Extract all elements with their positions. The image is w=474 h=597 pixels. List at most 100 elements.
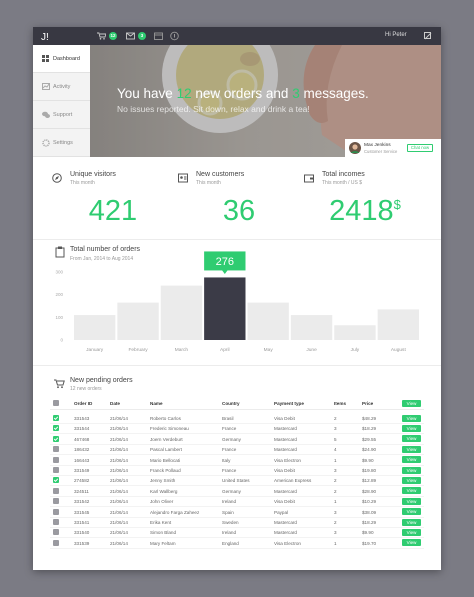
table-cell: France bbox=[222, 426, 237, 432]
view-button[interactable]: View bbox=[402, 466, 421, 474]
greeting[interactable]: Hi Peter bbox=[385, 32, 407, 38]
y-tick-label: 300 bbox=[55, 270, 63, 275]
stat-icon bbox=[178, 173, 188, 183]
table-cell: 21/06/14 bbox=[110, 416, 128, 421]
check-mark bbox=[53, 437, 59, 441]
stats-row: Unique visitors This month 421 New customer… bbox=[33, 157, 441, 239]
check-path bbox=[53, 416, 59, 420]
table-cell: Mario Bellocati bbox=[150, 457, 181, 463]
sidebar-icon bbox=[42, 55, 49, 62]
view-button[interactable]: View bbox=[402, 518, 421, 526]
sidebar-item[interactable]: Activity bbox=[33, 73, 90, 101]
checkbox[interactable] bbox=[53, 415, 59, 421]
hero-heading: You have 12 new orders and 3 messages. bbox=[117, 86, 369, 101]
view-button[interactable]: View bbox=[402, 539, 421, 547]
table-cell: 331540 bbox=[74, 530, 90, 536]
view-button[interactable]: View bbox=[402, 456, 421, 464]
table-cell: France bbox=[222, 468, 237, 473]
view-button[interactable]: View bbox=[402, 476, 421, 484]
view-button[interactable]: View bbox=[402, 399, 421, 407]
view-button[interactable]: View bbox=[402, 424, 421, 432]
checkbox[interactable] bbox=[53, 456, 59, 463]
check-mark bbox=[53, 426, 59, 431]
table-cell: Paypal bbox=[274, 509, 289, 515]
view-button[interactable]: View bbox=[402, 497, 421, 505]
stat-number: 421 bbox=[88, 195, 138, 227]
table-cell: 2 bbox=[334, 478, 337, 484]
table-cell: Italy bbox=[222, 457, 231, 463]
table-cell: Visa Debit bbox=[274, 468, 295, 473]
info-icon[interactable] bbox=[170, 31, 179, 41]
row-rule bbox=[50, 506, 424, 508]
checkbox[interactable] bbox=[53, 435, 59, 442]
row-rule bbox=[50, 485, 424, 487]
row-rule bbox=[50, 547, 424, 549]
view-button[interactable]: View bbox=[402, 528, 421, 536]
checkbox[interactable] bbox=[53, 508, 59, 515]
sidebar-label: Support bbox=[53, 112, 73, 118]
table-cell: Jenny Smith bbox=[150, 478, 176, 484]
table-cell: $18.29 bbox=[362, 520, 377, 525]
checkbox[interactable] bbox=[53, 539, 59, 546]
y-tick-label: 200 bbox=[55, 292, 63, 297]
chat-button[interactable]: Chat now bbox=[407, 144, 433, 152]
checkbox[interactable] bbox=[53, 519, 59, 525]
icon-shape bbox=[178, 173, 188, 183]
checkbox[interactable] bbox=[53, 487, 59, 494]
x-tick-label: January bbox=[86, 347, 104, 353]
view-button[interactable]: View bbox=[402, 414, 421, 422]
bar bbox=[74, 315, 116, 340]
table-cell: 3 bbox=[334, 530, 337, 536]
checkbox[interactable] bbox=[53, 467, 59, 473]
stat-value: 421 bbox=[53, 195, 173, 228]
table-cell: Visa Electron bbox=[274, 540, 301, 546]
table-cell: $9.90 bbox=[362, 530, 374, 536]
y-tick-label: 0 bbox=[60, 338, 63, 343]
table-cell: Brasil bbox=[222, 416, 234, 421]
checkbox[interactable] bbox=[53, 498, 59, 505]
bar bbox=[290, 315, 333, 340]
table-cell: Erika Kent bbox=[150, 520, 172, 525]
top-bar: J! 12 3 Hi Peter bbox=[33, 27, 441, 45]
check-path bbox=[53, 437, 59, 441]
sidebar-label: Activity bbox=[53, 84, 71, 90]
logo: J! bbox=[41, 32, 49, 42]
calendar-icon[interactable] bbox=[154, 32, 163, 40]
table-cell: 21/06/14 bbox=[110, 509, 128, 515]
table-cell: John Oliver bbox=[150, 499, 174, 505]
divider bbox=[33, 239, 441, 240]
table-cell: Visa Debit bbox=[274, 499, 295, 505]
hero-banner: You have 12 new orders and 3 messages. N… bbox=[90, 45, 441, 157]
sidebar-item[interactable]: Settings bbox=[33, 129, 90, 157]
checkbox[interactable] bbox=[53, 477, 59, 484]
column-header: Country bbox=[222, 401, 240, 406]
table-cell: Mastercard bbox=[274, 426, 297, 432]
view-button[interactable]: View bbox=[402, 445, 421, 453]
icon-shape bbox=[180, 176, 183, 179]
x-tick-label: May bbox=[264, 347, 274, 353]
checkbox[interactable] bbox=[53, 400, 59, 406]
mail-icon[interactable] bbox=[126, 32, 135, 40]
table-cell: 324511 bbox=[74, 488, 89, 494]
table-cell: 331541 bbox=[74, 520, 90, 525]
table-cell: 331549 bbox=[74, 468, 90, 473]
sidebar-item[interactable]: Support bbox=[33, 101, 90, 129]
column-header: Payment type bbox=[274, 401, 304, 406]
hero-photo bbox=[90, 45, 441, 157]
view-button[interactable]: View bbox=[402, 487, 421, 495]
sidebar-label: Settings bbox=[53, 140, 73, 146]
chat-widget: Max Jenkins Customer Service Chat now bbox=[345, 139, 441, 157]
divider bbox=[33, 365, 441, 366]
checkbox[interactable] bbox=[53, 446, 59, 453]
table-cell: 21/06/14 bbox=[110, 426, 128, 432]
view-button[interactable]: View bbox=[402, 508, 421, 516]
checkbox[interactable] bbox=[53, 425, 59, 432]
sidebar-item[interactable]: Dashboard bbox=[33, 45, 90, 73]
cart-icon[interactable] bbox=[97, 32, 106, 40]
table-cell: 5 bbox=[334, 436, 337, 442]
heading-text: You have bbox=[117, 86, 173, 101]
checkbox[interactable] bbox=[53, 529, 59, 536]
view-button[interactable]: View bbox=[402, 435, 421, 443]
logout-icon[interactable] bbox=[424, 32, 432, 40]
icon-shape bbox=[46, 55, 49, 58]
